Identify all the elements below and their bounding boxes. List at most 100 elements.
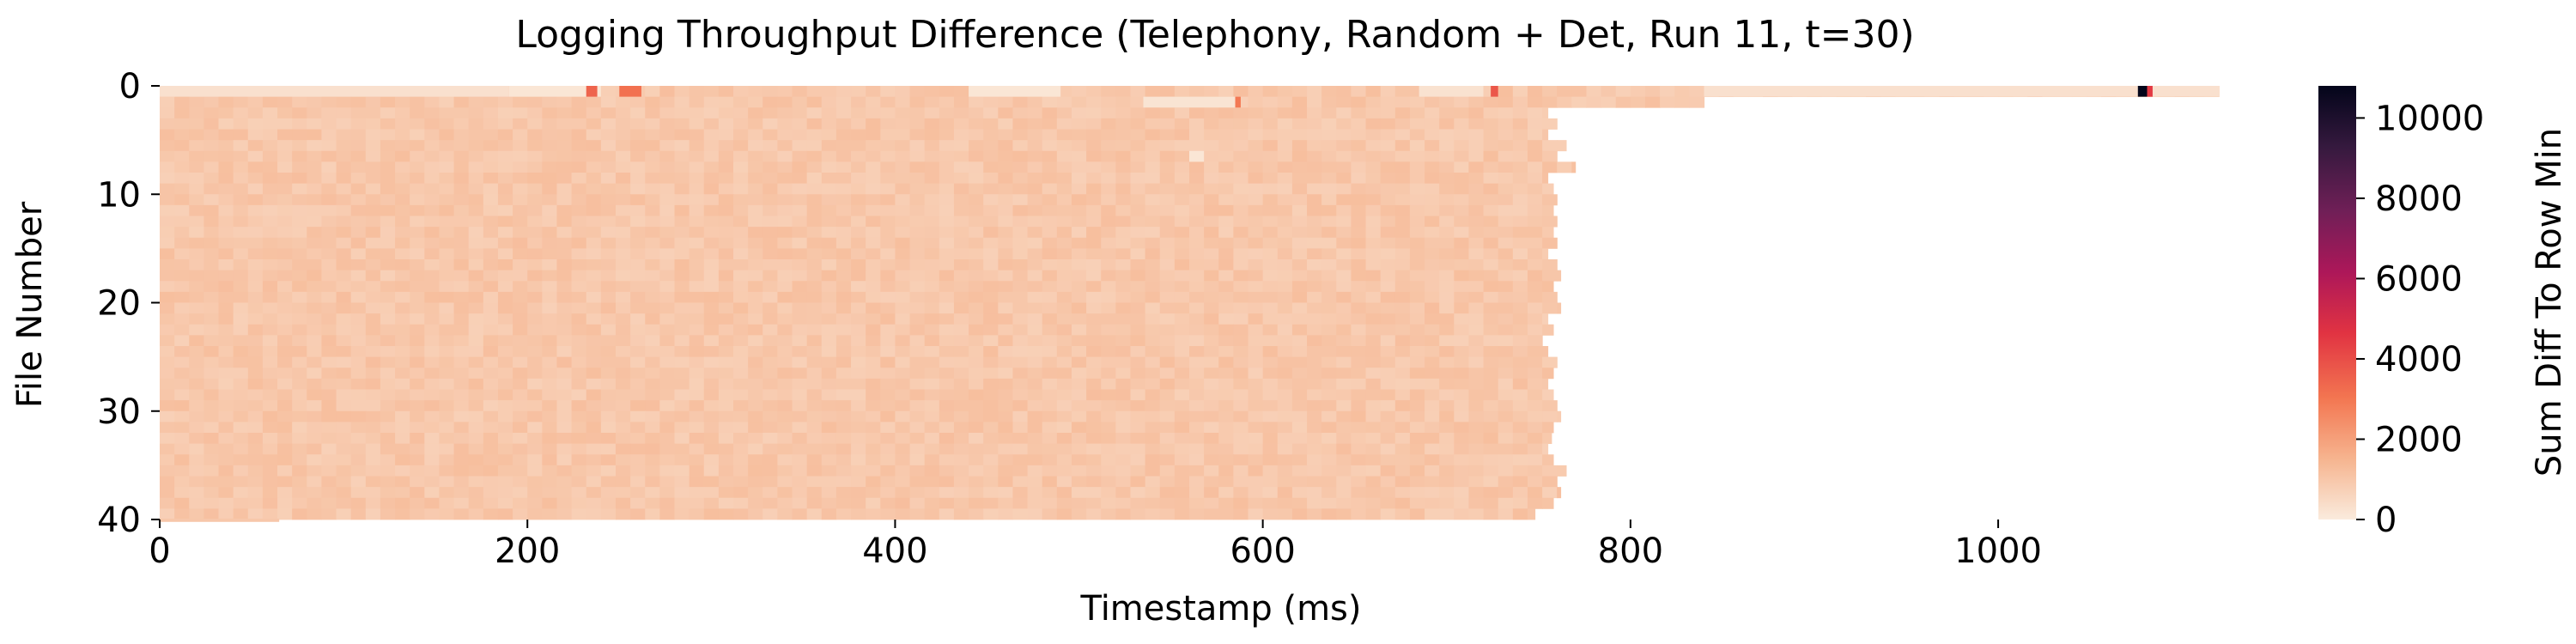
heatmap-cell [307,183,323,195]
heatmap-cell [615,443,631,455]
heatmap-cell [189,443,204,455]
heatmap-cell [350,237,367,249]
heatmap-cell [806,204,823,216]
heatmap-cell [806,259,823,271]
heatmap-cell [1307,237,1322,249]
heatmap-cell [835,389,852,401]
heatmap-cell [806,227,823,239]
heatmap-cell [395,433,410,445]
heatmap-cell [983,248,999,260]
heatmap-cell [1159,194,1176,206]
heatmap-cell [439,476,455,488]
heatmap-cell [659,487,676,499]
heatmap-cell [1233,86,1249,98]
heatmap-cell [233,248,249,260]
heatmap-cell [1425,454,1440,466]
heatmap-cell [939,96,955,108]
heatmap-cell [453,313,470,325]
heatmap-cell [1174,86,1190,98]
heatmap-cell [835,194,852,206]
heatmap-cell [1115,410,1132,422]
heatmap-cell [1439,216,1455,228]
heatmap-cell [835,313,852,325]
heatmap-cell [233,487,249,499]
heatmap-cell [1380,216,1396,228]
heatmap-cell [1351,368,1367,380]
heatmap-cell [953,410,969,422]
heatmap-cell [439,465,455,477]
heatmap-cell [1145,400,1161,412]
heatmap-cell [880,150,896,162]
heatmap-cell [365,161,381,173]
heatmap-cell [189,173,204,185]
heatmap-cell [1277,400,1293,412]
heatmap-cell [571,227,587,239]
heatmap-cell [410,378,425,390]
heatmap-cell [924,422,940,434]
heatmap-cell [1468,433,1485,445]
heatmap-cell [527,150,543,162]
heatmap-cell [1512,368,1528,380]
heatmap-cell [1291,346,1308,358]
heatmap-cell [909,140,926,152]
heatmap-cell [1321,465,1337,477]
heatmap-cell [748,346,763,358]
heatmap-cell [218,443,234,455]
heatmap-cell [1101,161,1116,173]
heatmap-cell [1012,216,1029,228]
heatmap-cell [659,433,676,445]
heatmap-cell [1351,183,1367,195]
heatmap-cell [350,313,367,325]
heatmap-cell [1425,227,1440,239]
heatmap-cell [1321,302,1337,314]
heatmap-cell [336,443,352,455]
heatmap-cell [527,454,543,466]
heatmap-cell [1439,259,1455,271]
heatmap-cell [953,237,969,249]
heatmap-cell [689,86,705,98]
heatmap-cell [821,422,837,434]
heatmap-cell [350,96,367,108]
heatmap-cell [777,194,793,206]
heatmap-cell [1042,508,1058,520]
heatmap-cell [542,346,558,358]
heatmap-cell [439,216,455,228]
heatmap-cell [1027,248,1043,260]
heatmap-cell [880,173,896,185]
heatmap-cell [1483,443,1499,455]
heatmap-cell [1233,346,1249,358]
heatmap-cell [1454,368,1470,380]
heatmap-cell [321,194,337,206]
heatmap-cell [395,118,410,130]
heatmap-cell [1042,476,1058,488]
heatmap-cell [1468,335,1485,347]
heatmap-cell [1557,465,1567,477]
heatmap-cell [733,129,749,141]
heatmap-cell [1115,150,1132,162]
heatmap-cell [1071,281,1087,293]
heatmap-cell [1307,173,1322,185]
heatmap-cell [1056,346,1072,358]
heatmap-cell [689,129,705,141]
heatmap-cell [1439,465,1455,477]
heatmap-cell [1086,400,1102,412]
heatmap-cell [1130,313,1146,325]
heatmap-cell [1262,378,1279,390]
heatmap-cell [689,216,705,228]
heatmap-cell [218,259,234,271]
heatmap-cell [1439,400,1455,412]
heatmap-cell [1394,96,1411,108]
heatmap-cell [615,216,631,228]
heatmap-cell [953,248,969,260]
heatmap-cell [733,302,749,314]
heatmap-cell [292,216,307,228]
heatmap-cell [336,487,352,499]
heatmap-cell [1468,422,1485,434]
heatmap-cell [1101,194,1116,206]
heatmap-cell [395,161,410,173]
heatmap-cell [851,422,866,434]
heatmap-cell [1042,194,1058,206]
heatmap-cell [821,118,837,130]
heatmap-cell [748,194,763,206]
heatmap-cell [1174,400,1190,412]
